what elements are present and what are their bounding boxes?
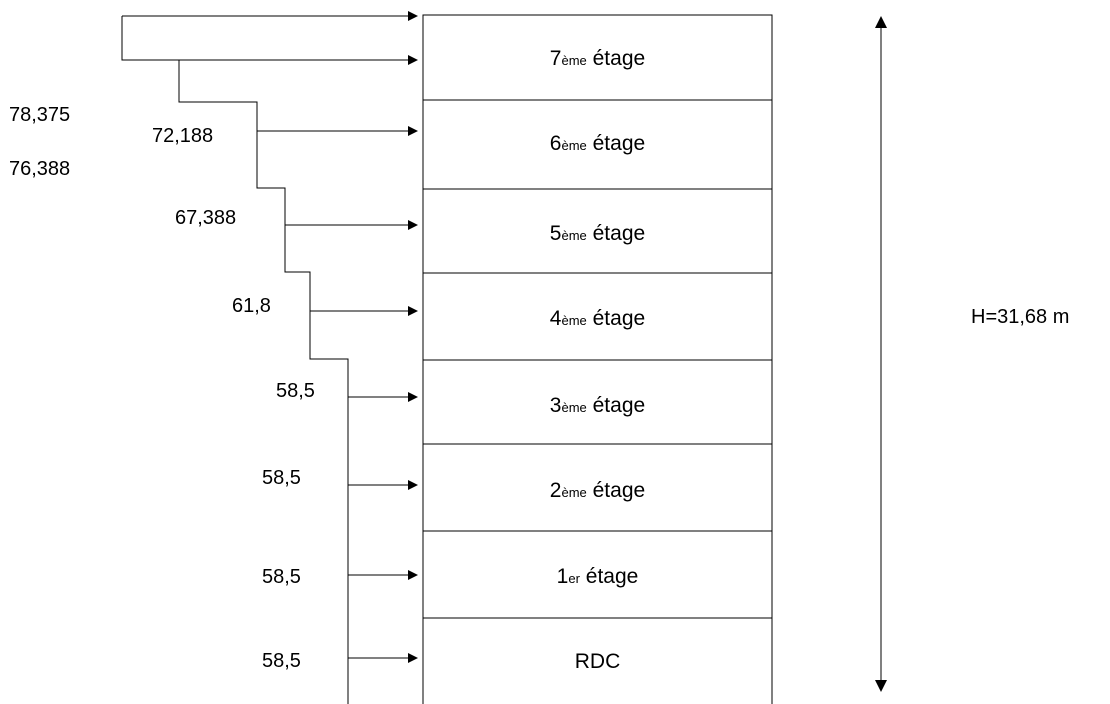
force-label-6: 72,188: [152, 125, 214, 147]
floor-label-3: 3ème étage: [549, 394, 646, 417]
force-label-2: 58,5: [262, 467, 301, 489]
force-label-3: 58,5: [276, 380, 315, 402]
floor-label-2: 2ème étage: [549, 479, 646, 502]
force-label-4: 61,8: [232, 295, 271, 317]
floor-label-4: 4ème étage: [549, 307, 646, 330]
floor-label-6: 6ème étage: [549, 132, 646, 155]
floor-label-1: 1er étage: [556, 565, 639, 588]
force-label-top-1: 78,375: [9, 104, 71, 126]
floor-label-rdc: RDC: [574, 650, 621, 673]
floor-label-7: 7ème étage: [549, 47, 646, 70]
force-label-5: 67,388: [175, 207, 237, 229]
height-label: H=31,68 m: [971, 306, 1070, 328]
force-label-top-2: 76,388: [9, 158, 71, 180]
force-label-1: 58,5: [262, 566, 301, 588]
floor-label-5: 5ème étage: [549, 222, 646, 245]
force-profile-line: [121, 16, 349, 704]
force-label-0: 58,5: [262, 650, 301, 672]
building-outline: [422, 14, 773, 704]
